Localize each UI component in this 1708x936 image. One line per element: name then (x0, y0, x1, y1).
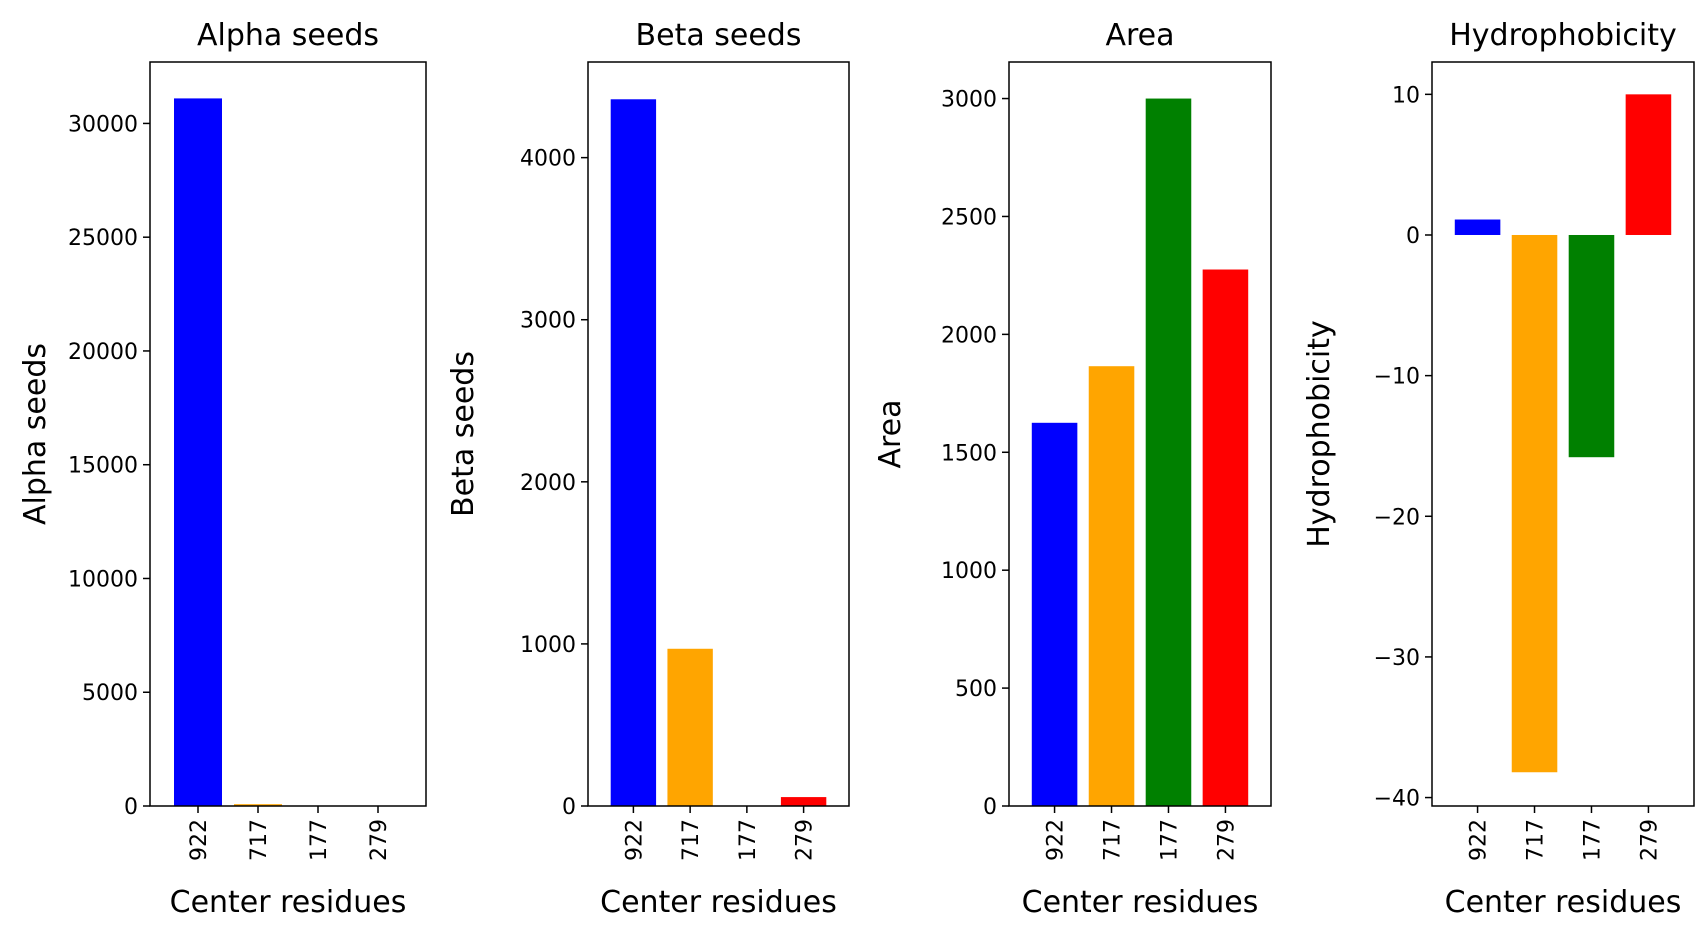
chart-title: Hydrophobicity (1449, 18, 1677, 53)
y-tick-label: 1500 (941, 441, 997, 466)
y-tick-label: 10 (1392, 83, 1420, 108)
x-tick-label: 279 (793, 819, 818, 861)
y-tick-label: 10000 (68, 567, 138, 592)
x-tick-label: 717 (247, 819, 272, 861)
axes-frame (149, 61, 427, 807)
y-tick-label: 1000 (941, 559, 997, 584)
y-tick-label: 0 (562, 795, 576, 820)
y-tick-label: −40 (1374, 787, 1420, 812)
bar-177 (1145, 98, 1192, 806)
bar-717 (1511, 234, 1558, 773)
x-tick-label: 922 (1044, 819, 1069, 861)
y-tick-label: 1000 (520, 633, 576, 658)
y-tick-label: 2000 (520, 471, 576, 496)
y-tick-label: 3000 (520, 309, 576, 334)
x-tick-label: 279 (1214, 819, 1239, 861)
y-tick-label: 0 (983, 795, 997, 820)
x-tick-label: 279 (367, 819, 392, 861)
y-tick-label: 25000 (68, 226, 138, 251)
x-tick-label: 177 (307, 819, 332, 861)
bar-279 (1202, 269, 1249, 807)
bar-922 (174, 98, 222, 806)
chart-title: Area (1105, 18, 1174, 53)
x-tick-label: 177 (1580, 819, 1605, 861)
bar-279 (1625, 94, 1672, 235)
x-axis-label: Center residues (170, 885, 407, 920)
bar-279 (780, 797, 827, 806)
y-tick-label: 0 (1406, 224, 1420, 249)
axes-frame (587, 61, 850, 807)
chart-title: Beta seeds (636, 18, 802, 53)
y-tick-label: 15000 (68, 454, 138, 479)
bar-177 (1568, 234, 1615, 458)
y-tick-label: 3000 (941, 88, 997, 113)
area-chart: 0 500 1000 1500 2000 2500 3000 922 717 177 279 Area… (873, 18, 1272, 920)
x-axis-label: Center residues (1022, 885, 1259, 920)
x-tick-label: 177 (736, 819, 761, 861)
y-tick-label: 500 (955, 677, 997, 702)
hydrophobicity-chart: −40 −30 −20 −10 0 10 922 717 177 279 Hydrophobicit… (1302, 18, 1695, 920)
bar-922 (610, 99, 657, 806)
chart-title: Alpha seeds (197, 18, 379, 53)
x-tick-label: 922 (622, 819, 647, 861)
y-tick-label: 20000 (68, 340, 138, 365)
x-tick-label: 922 (1467, 819, 1492, 861)
x-tick-label: 717 (1101, 819, 1126, 861)
beta-seeds-chart: 0 1000 2000 3000 4000 922 717 177 279 Beta seeds C… (446, 18, 850, 920)
y-tick-label: −20 (1374, 505, 1420, 530)
x-tick-label: 922 (187, 819, 212, 861)
y-axis-label: Area (873, 399, 908, 468)
y-tick-label: 5000 (82, 681, 138, 706)
axes-frame (1008, 61, 1272, 807)
bar-922 (1031, 422, 1078, 806)
y-tick-label: 0 (124, 795, 138, 820)
y-axis-label: Beta seeds (446, 351, 481, 517)
alpha-seeds-chart: 0 5000 10000 15000 20000 25000 30000 922 717 177 2… (18, 18, 427, 920)
y-tick-label: 30000 (68, 112, 138, 137)
y-tick-label: −30 (1374, 646, 1420, 671)
x-tick-label: 177 (1157, 819, 1182, 861)
bar-922 (1454, 219, 1501, 235)
x-axis-label: Center residues (1445, 885, 1682, 920)
x-tick-label: 717 (679, 819, 704, 861)
y-axis-label: Alpha seeds (18, 343, 53, 525)
y-tick-label: 2000 (941, 323, 997, 348)
y-tick-label: −10 (1374, 365, 1420, 390)
bar-717 (667, 648, 713, 806)
y-tick-label: 2500 (941, 205, 997, 230)
x-tick-label: 279 (1637, 819, 1662, 861)
y-axis-label: Hydrophobicity (1302, 320, 1337, 548)
bar-717 (234, 804, 282, 806)
x-tick-label: 717 (1524, 819, 1549, 861)
x-axis-label: Center residues (600, 885, 837, 920)
bar-717 (1088, 366, 1135, 806)
y-tick-label: 4000 (520, 147, 576, 172)
axes-frame (1431, 61, 1695, 807)
